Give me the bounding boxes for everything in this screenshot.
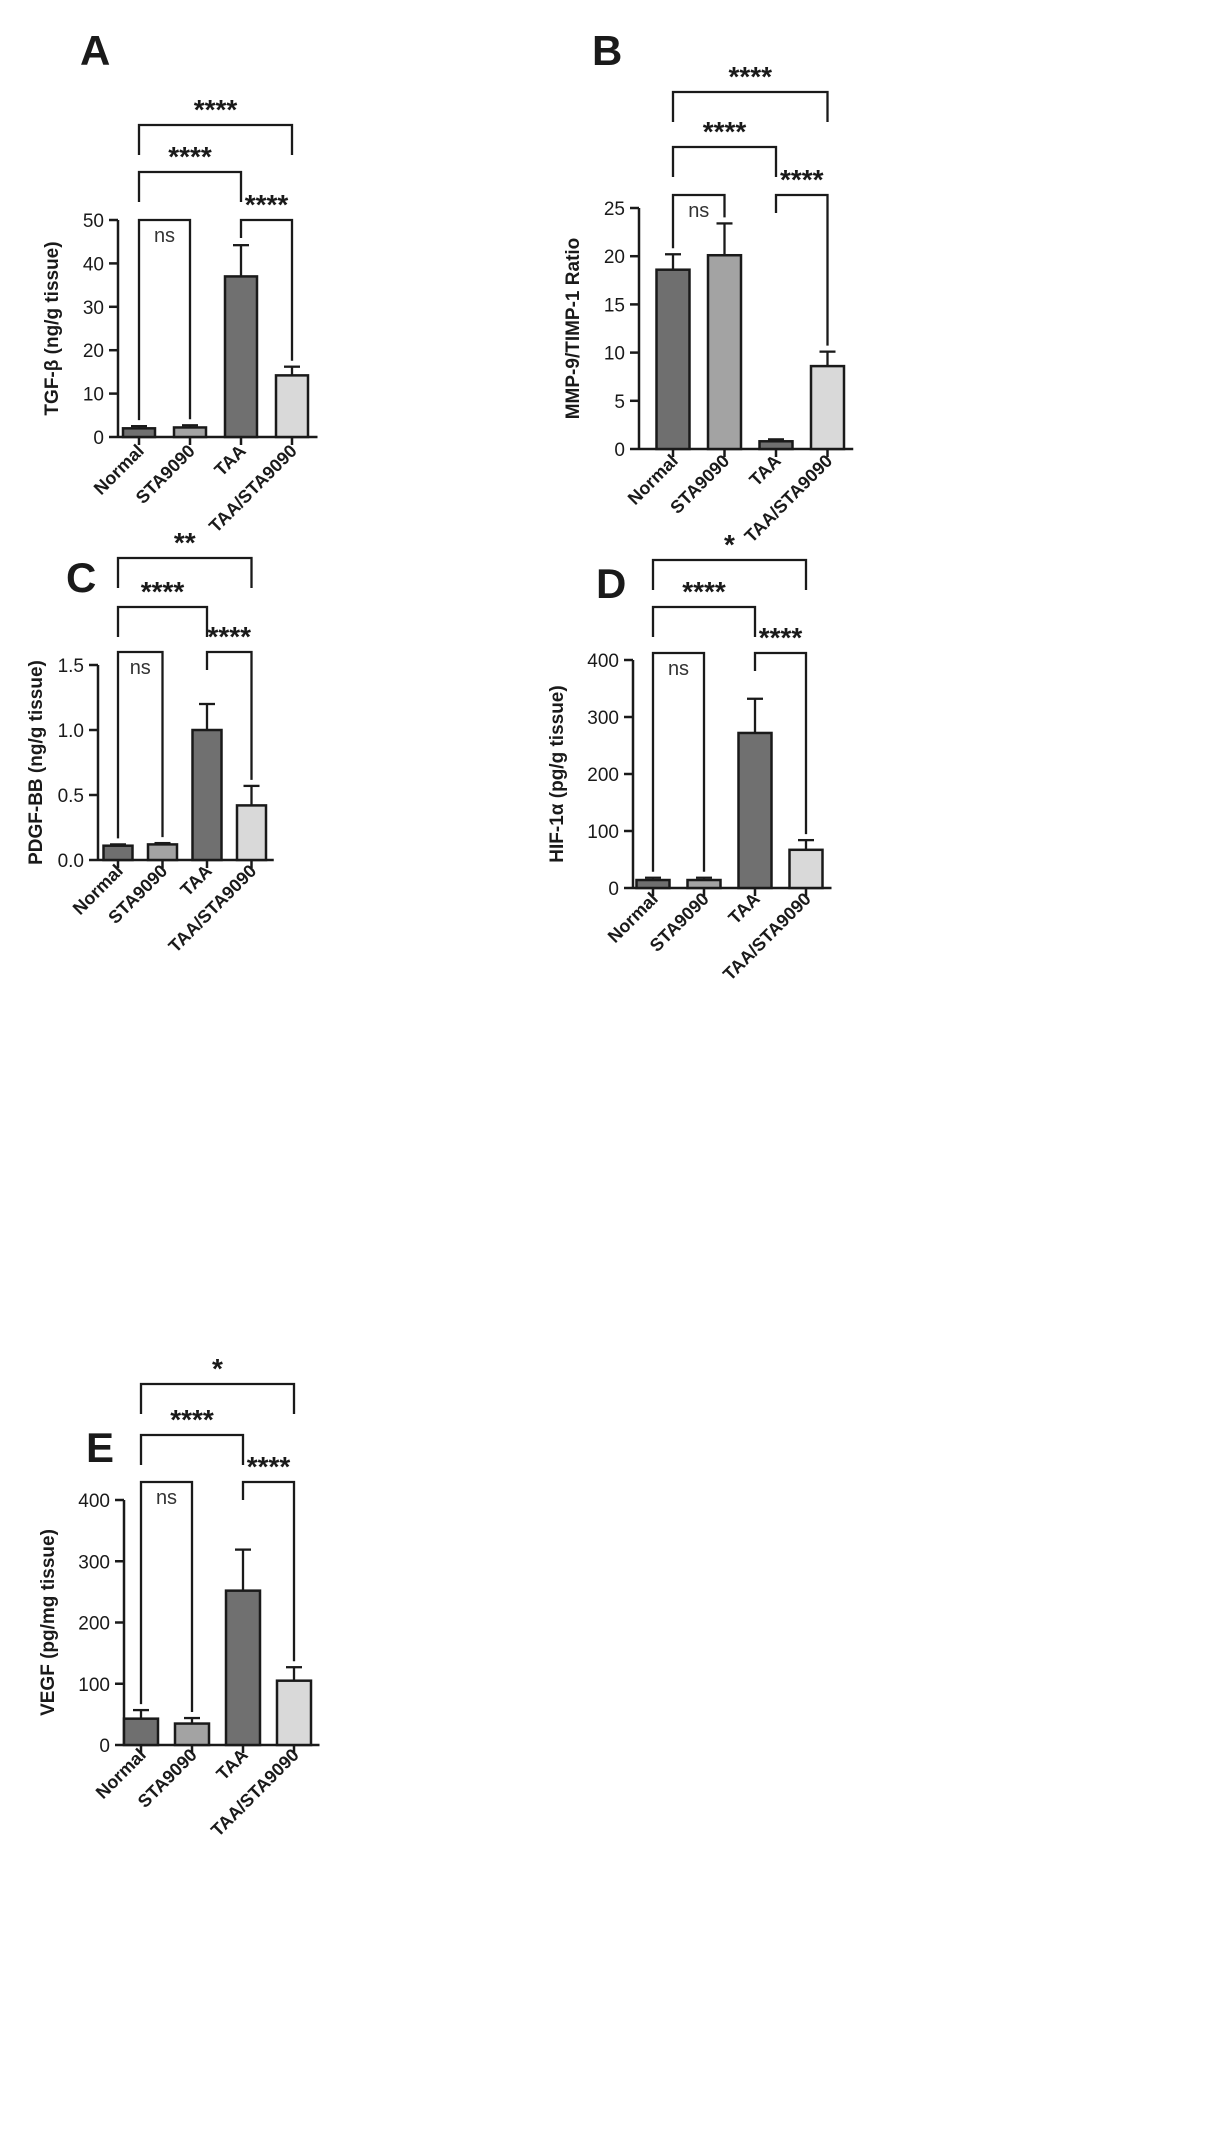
- significance-label: ns: [668, 658, 689, 680]
- bar-taa: [737, 731, 773, 890]
- y-tick-label: 200: [78, 1614, 110, 1635]
- significance-label: *: [212, 1353, 223, 1384]
- significance-bracket: [205, 650, 253, 780]
- significance-bracket: [671, 193, 726, 249]
- significance-label: ****: [247, 1451, 291, 1482]
- bar-normal: [122, 1717, 160, 1747]
- y-tick-label: 20: [83, 341, 104, 362]
- y-axis-label: VEGF (pg/mg tissue): [38, 1529, 59, 1716]
- y-tick-label: 1.5: [58, 656, 84, 677]
- y-tick-label: 0.0: [58, 851, 84, 872]
- y-tick-label: 15: [604, 295, 625, 316]
- y-tick-label: 0: [99, 1736, 110, 1757]
- panel-letter: D: [596, 560, 626, 607]
- panel-letter: B: [592, 27, 622, 74]
- bar-sta9090: [173, 1722, 211, 1747]
- y-tick-label: 100: [78, 1675, 110, 1696]
- y-axis-label: TGF-β (ng/g tissue): [42, 241, 63, 415]
- significance-label: ****: [207, 621, 251, 652]
- significance-label: ****: [170, 1404, 214, 1435]
- y-tick-label: 40: [83, 254, 104, 275]
- bar-taa: [224, 1589, 262, 1747]
- y-tick-label: 5: [614, 392, 625, 413]
- y-tick-label: 10: [83, 385, 104, 406]
- significance-bracket: [139, 1480, 194, 1713]
- significance-bracket: [774, 193, 829, 346]
- significance-label: ****: [728, 61, 772, 92]
- y-tick-label: 10: [604, 344, 625, 365]
- significance-bracket: [116, 650, 164, 839]
- significance-bracket: [651, 605, 757, 637]
- significance-label: ns: [154, 225, 175, 247]
- significance-label: *: [724, 529, 735, 560]
- significance-bracket: [137, 170, 243, 202]
- significance-label: **: [174, 527, 196, 558]
- y-tick-label: 400: [78, 1491, 110, 1512]
- bar-taa-sta9090: [275, 1679, 313, 1747]
- y-tick-label: 0: [614, 440, 625, 461]
- y-tick-label: 0.5: [58, 786, 84, 807]
- y-tick-label: 100: [587, 822, 619, 843]
- significance-label: ****: [703, 116, 747, 147]
- significance-bracket: [651, 558, 808, 590]
- significance-bracket: [137, 218, 192, 421]
- significance-bracket: [753, 651, 808, 835]
- y-tick-label: 300: [78, 1552, 110, 1573]
- y-axis-label: HIF-1α (pg/g tissue): [547, 685, 568, 862]
- bar-sta9090: [172, 426, 208, 439]
- significance-label: ****: [780, 164, 824, 195]
- bar-normal: [655, 268, 691, 451]
- y-tick-label: 400: [587, 651, 619, 672]
- bar-taa-sta9090: [274, 374, 310, 439]
- y-tick-label: 20: [604, 247, 625, 268]
- significance-bracket: [671, 145, 778, 177]
- significance-bracket: [139, 1433, 245, 1465]
- significance-label: ****: [141, 576, 185, 607]
- significance-label: ****: [168, 141, 212, 172]
- significance-bracket: [651, 651, 706, 872]
- significance-bracket: [239, 218, 294, 361]
- significance-label: ****: [759, 622, 803, 653]
- bar-sta9090: [686, 878, 722, 890]
- significance-label: ns: [156, 1487, 177, 1509]
- bar-taa: [191, 728, 223, 862]
- panel-letter: E: [86, 1424, 114, 1471]
- bar-taa: [223, 275, 259, 439]
- significance-label: ****: [682, 576, 726, 607]
- y-tick-label: 0: [608, 879, 619, 900]
- y-tick-label: 1.0: [58, 721, 84, 742]
- bar-normal: [121, 427, 157, 439]
- significance-label: ns: [688, 200, 709, 222]
- bar-taa-sta9090: [788, 848, 824, 890]
- y-tick-label: 50: [83, 211, 104, 232]
- significance-label: ns: [130, 657, 151, 679]
- bar-taa-sta9090: [809, 364, 846, 451]
- y-axis-label: PDGF-BB (ng/g tissue): [26, 660, 47, 865]
- bar-sta9090: [146, 843, 179, 862]
- bar-taa-sta9090: [235, 804, 268, 862]
- y-tick-label: 0: [93, 428, 104, 449]
- bar-normal: [635, 878, 671, 890]
- bar-taa: [758, 440, 794, 451]
- significance-bracket: [116, 556, 253, 588]
- significance-bracket: [116, 605, 209, 637]
- significance-bracket: [241, 1480, 296, 1662]
- bar-sta9090: [706, 253, 743, 451]
- significance-label: ****: [245, 189, 289, 220]
- significance-label: ****: [194, 94, 238, 125]
- y-axis-label: MMP-9/TIMP-1 Ratio: [563, 238, 584, 420]
- significance-bracket: [139, 1382, 296, 1414]
- panel-letter: A: [80, 27, 110, 74]
- significance-bracket: [137, 123, 294, 155]
- y-tick-label: 300: [587, 708, 619, 729]
- bar-normal: [102, 844, 134, 862]
- panel-letter: C: [66, 554, 96, 601]
- y-tick-label: 30: [83, 298, 104, 319]
- y-tick-label: 200: [587, 765, 619, 786]
- y-tick-label: 25: [604, 199, 625, 220]
- significance-bracket: [671, 90, 829, 122]
